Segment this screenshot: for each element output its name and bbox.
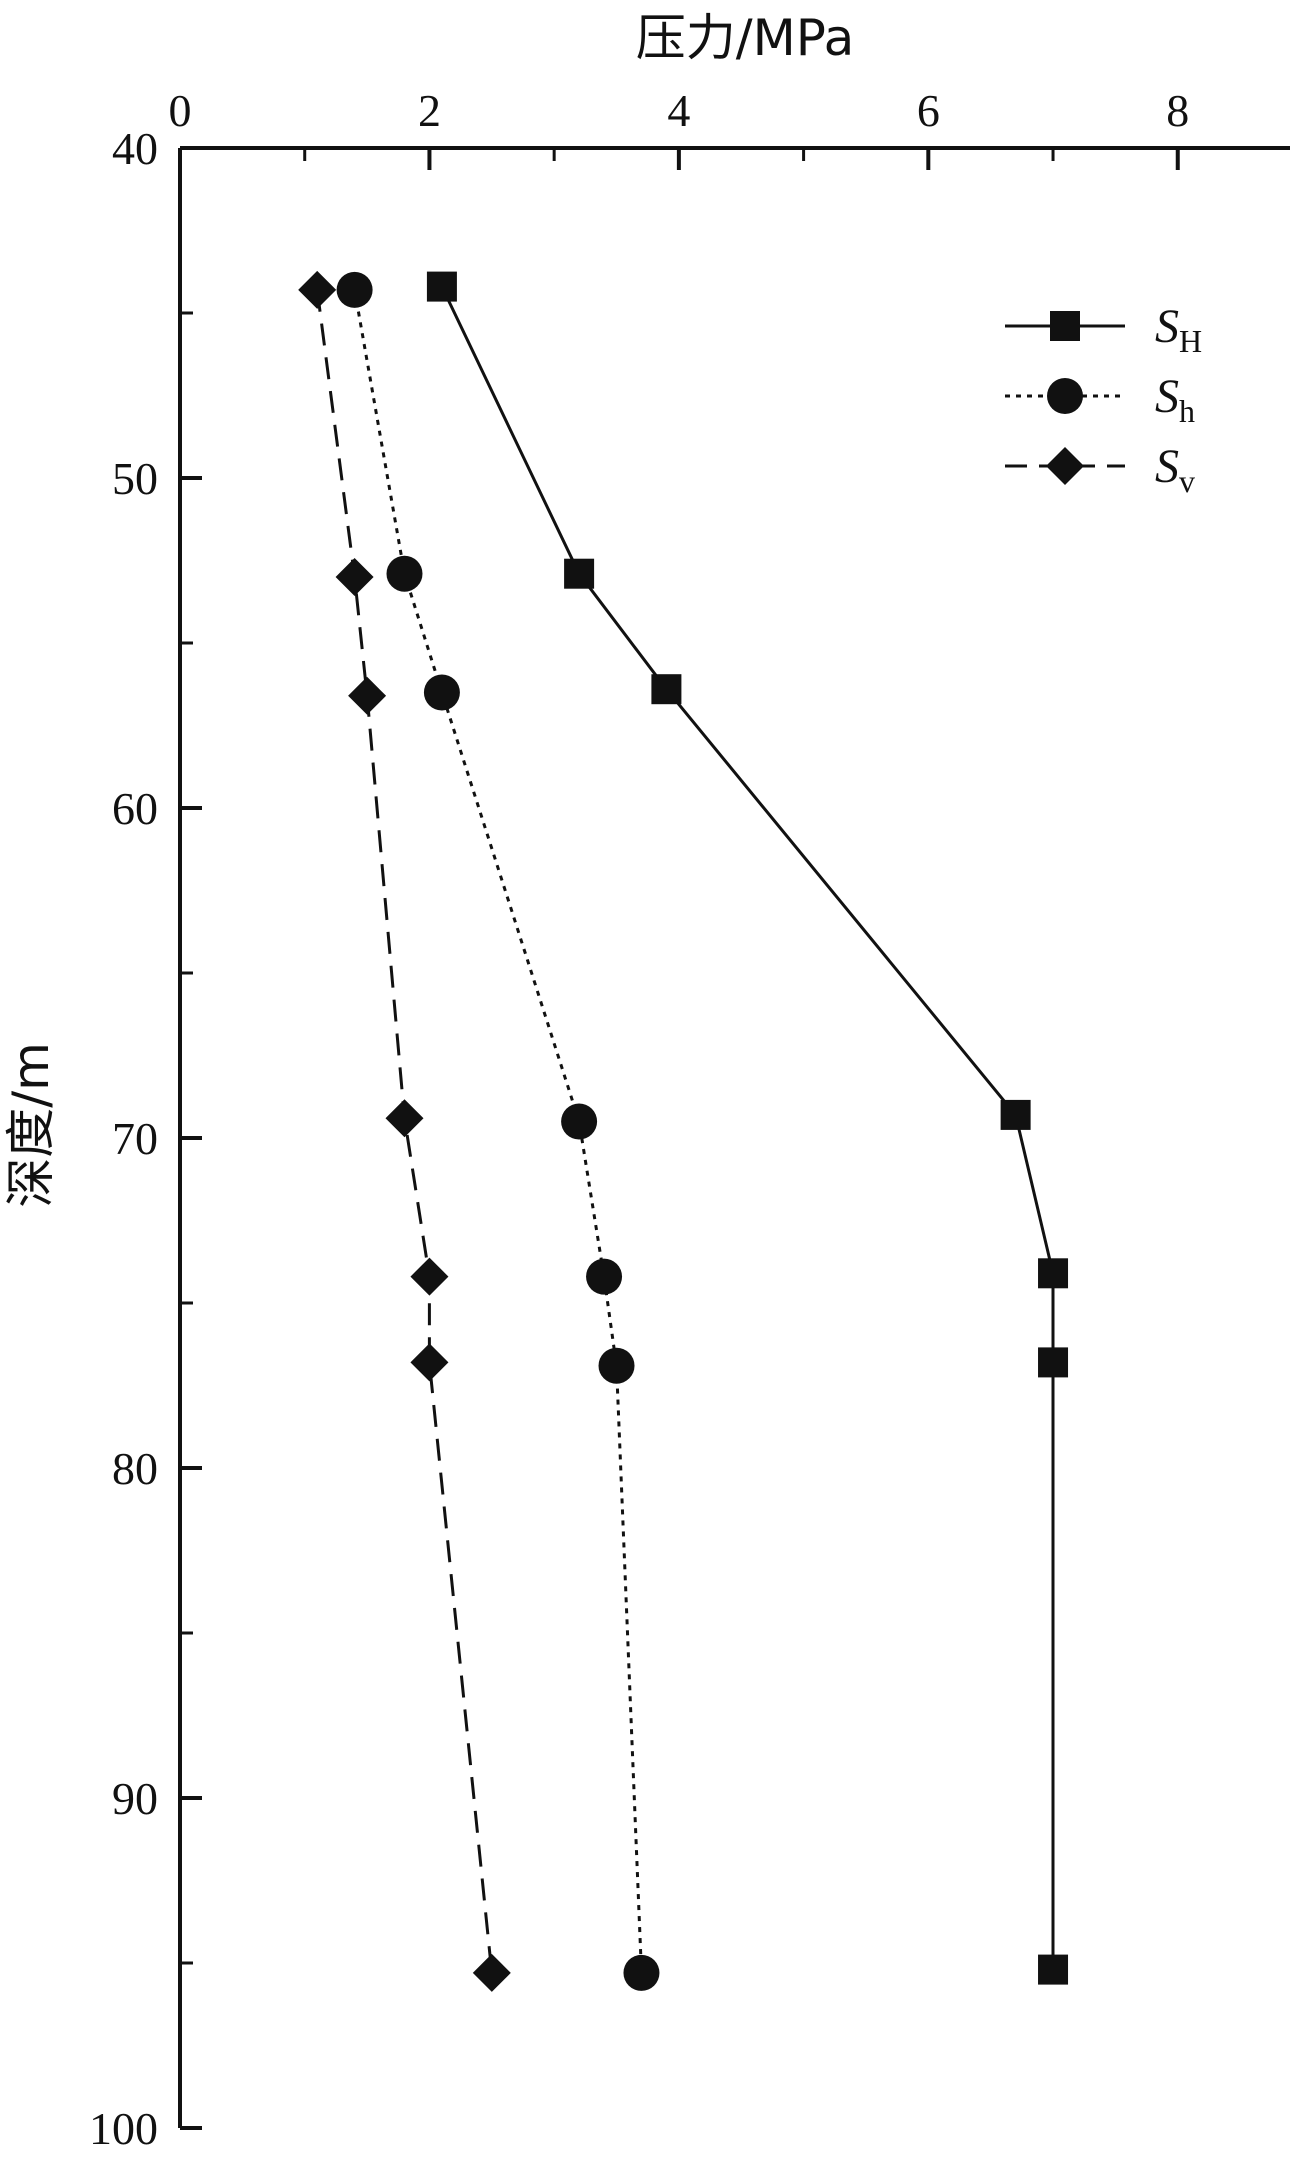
data-point-S-h: [586, 1258, 623, 1295]
data-point-S-h: [336, 271, 373, 308]
data-point-S-H: [651, 674, 682, 705]
x-tick-label: 6: [917, 85, 940, 136]
data-point-S-v: [472, 1953, 511, 1992]
data-point-S-v: [335, 558, 374, 596]
data-point-S-H: [1000, 1099, 1031, 1130]
y-tick-label: 80: [112, 1443, 158, 1494]
data-point-S-H: [1038, 1258, 1069, 1289]
legend: SH Sh Sv: [1005, 300, 1202, 499]
legend-label-S-H: SH: [1155, 300, 1202, 359]
data-point-S-H: [1038, 1347, 1069, 1378]
data-point-S-h: [598, 1347, 635, 1384]
series-lines-group: [315, 285, 1055, 1974]
legend-label-S-v: Sv: [1155, 440, 1195, 499]
data-point-S-v: [385, 1099, 424, 1138]
series-line-S-H: [440, 285, 1055, 1970]
data-point-S-h: [423, 674, 460, 711]
y-axis-title: 深度/m: [2, 1042, 60, 1208]
legend-marker-S-H: [1050, 311, 1080, 341]
y-tick-label: 50: [112, 453, 158, 504]
y-tick-label: 70: [112, 1113, 158, 1164]
y-tick-label: 40: [112, 123, 158, 174]
data-point-S-H: [564, 558, 595, 589]
y-tick-label: 60: [112, 783, 158, 834]
data-point-S-h: [623, 1954, 660, 1991]
x-tick-label: 4: [667, 85, 690, 136]
y-tick-label: 90: [112, 1773, 158, 1824]
data-point-S-v: [298, 270, 337, 309]
x-tick-label: 8: [1166, 85, 1189, 136]
data-point-S-h: [561, 1103, 598, 1140]
x-tick-label: 0: [169, 85, 192, 136]
series-markers-group: [298, 270, 1069, 1992]
series-line-S-h: [353, 289, 643, 1973]
y-tick-label: 100: [89, 2103, 158, 2154]
legend-marker-S-h: [1047, 378, 1083, 414]
data-point-S-h: [386, 555, 423, 592]
legend-marker-S-v: [1046, 447, 1084, 485]
x-tick-label: 2: [418, 85, 441, 136]
data-point-S-H: [1038, 1954, 1069, 1985]
data-point-S-v: [410, 1343, 449, 1382]
data-point-S-H: [426, 271, 457, 302]
x-axis-title: 压力/MPa: [636, 9, 855, 67]
legend-label-S-h: Sh: [1155, 370, 1195, 429]
data-point-S-v: [348, 676, 387, 715]
axes-group: 0 2 4 6 8 40 50 60 70 80 90 100: [89, 85, 1290, 2154]
data-point-S-v: [410, 1257, 449, 1296]
